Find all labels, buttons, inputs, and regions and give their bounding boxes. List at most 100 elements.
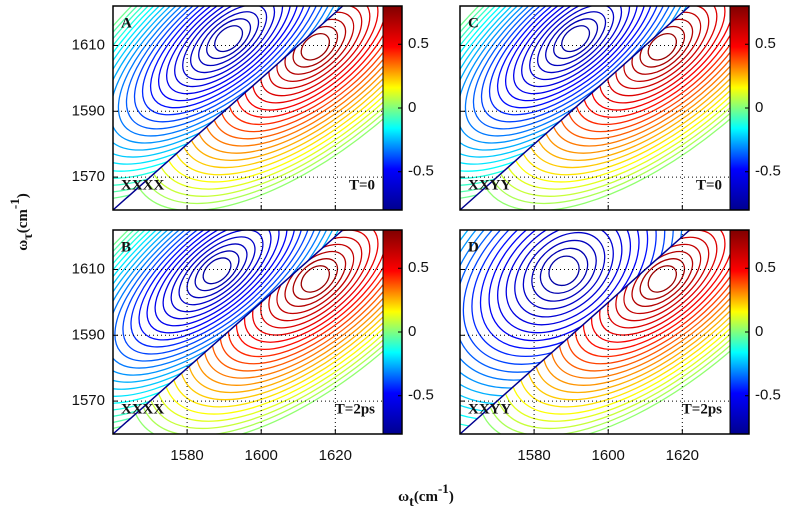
contour-line — [195, 230, 402, 386]
contour-line — [548, 255, 580, 287]
contour-line — [531, 239, 597, 302]
time-label: T=0 — [349, 177, 375, 193]
contour-line — [206, 18, 252, 60]
contour-line — [647, 265, 678, 293]
contour-line — [509, 6, 749, 183]
contour-line — [186, 243, 248, 299]
contour-line — [496, 6, 655, 109]
contour-line — [522, 231, 606, 310]
contour-line — [130, 6, 402, 210]
contour-line — [647, 32, 678, 61]
contour-line — [154, 230, 280, 327]
y-label-sub: τ — [21, 233, 36, 240]
contour-line — [525, 6, 749, 169]
contour-line — [493, 6, 749, 197]
contour-line — [182, 6, 276, 81]
y-tick-label: 1610 — [72, 260, 105, 277]
contour-line — [513, 6, 639, 95]
colorbar-tick-label: 0 — [755, 99, 763, 116]
contour-line — [162, 6, 402, 183]
x-tick-label: 1620 — [666, 447, 699, 464]
contour-line — [542, 230, 749, 386]
panel-label: C — [468, 15, 479, 31]
contour-line — [460, 230, 690, 389]
contour-line — [170, 230, 402, 408]
x-label-unit: (cm — [414, 489, 439, 505]
contour-line — [553, 18, 599, 60]
contour-line — [537, 6, 615, 74]
contour-line — [477, 6, 749, 210]
contour-line — [114, 230, 320, 362]
colorbar-tick-label: -0.5 — [408, 163, 434, 180]
contour-line — [170, 6, 402, 176]
colorbar-tick-label: -0.5 — [408, 387, 434, 404]
x-tick-label: 1580 — [517, 447, 550, 464]
contour-line — [521, 6, 631, 88]
contour-line — [178, 230, 402, 401]
plot-frame — [459, 5, 750, 211]
panel: 1570 1590 1610 0.5 0 -0.5 A XXXX T=0 — [72, 5, 434, 211]
contour-line — [195, 6, 402, 154]
y-label-symbol: ω — [15, 240, 31, 251]
diagonal-line — [112, 5, 344, 211]
colorbar-tick-label: 0.5 — [755, 259, 776, 276]
x-tick-label: 1620 — [319, 447, 352, 464]
contour-line — [480, 6, 671, 123]
contour-line — [501, 230, 749, 422]
contour-line — [138, 6, 402, 205]
contour-line — [149, 6, 308, 109]
contour-line — [561, 25, 591, 53]
y-tick-label: 1590 — [72, 102, 105, 119]
y-axis-label: ωτ(cm-1) — [7, 193, 36, 250]
y-tick-label: 1590 — [72, 326, 105, 343]
contour-line — [504, 6, 647, 102]
contour-line — [203, 230, 402, 379]
polarization-label: XXYY — [468, 177, 511, 193]
contour-line — [607, 230, 718, 329]
colorbar-tick-label: 0.5 — [408, 259, 429, 276]
contour-line — [214, 25, 244, 53]
x-tick-label: 1600 — [245, 447, 278, 464]
contour-line — [178, 236, 256, 306]
contour-line — [162, 230, 272, 320]
y-label-unit: (cm — [15, 209, 31, 234]
contour-line — [300, 32, 331, 61]
contour-line — [187, 6, 402, 161]
contour-line — [141, 6, 316, 116]
polarization-label: XXYY — [468, 401, 511, 417]
plot-frame — [112, 5, 403, 211]
contour-line — [539, 247, 589, 294]
contour-line — [113, 230, 328, 369]
contour-line — [133, 6, 324, 123]
plot-frame — [459, 229, 750, 435]
contour-line — [517, 230, 749, 408]
panel-label: A — [121, 15, 132, 31]
contour-line — [146, 230, 288, 334]
contour-line — [130, 230, 304, 348]
contour-line — [514, 230, 614, 318]
x-label-sub: t — [409, 495, 414, 510]
contour-line — [550, 230, 749, 379]
diagonal-line — [459, 229, 691, 435]
contour-line — [202, 257, 232, 285]
contour-group — [130, 6, 402, 210]
x-axis-label: ωt(cm-1) — [398, 481, 454, 510]
contour-line — [558, 6, 749, 140]
polarization-label: XXXX — [121, 177, 164, 193]
contour-line — [203, 6, 402, 147]
contour-line — [529, 6, 623, 81]
contour-line — [146, 230, 402, 430]
time-label: T=2ps — [335, 401, 375, 417]
contour-line — [146, 6, 402, 197]
contour-line — [525, 230, 749, 401]
contour-line — [178, 6, 402, 169]
y-label-end: ) — [15, 193, 31, 198]
colorbar-tick-label: 0 — [408, 323, 416, 340]
contour-line — [488, 6, 663, 116]
panel-label: D — [468, 239, 479, 255]
contour-line — [260, 230, 371, 329]
contour-line — [211, 6, 402, 140]
diagonal-line — [459, 5, 691, 211]
contour-line — [558, 230, 749, 372]
